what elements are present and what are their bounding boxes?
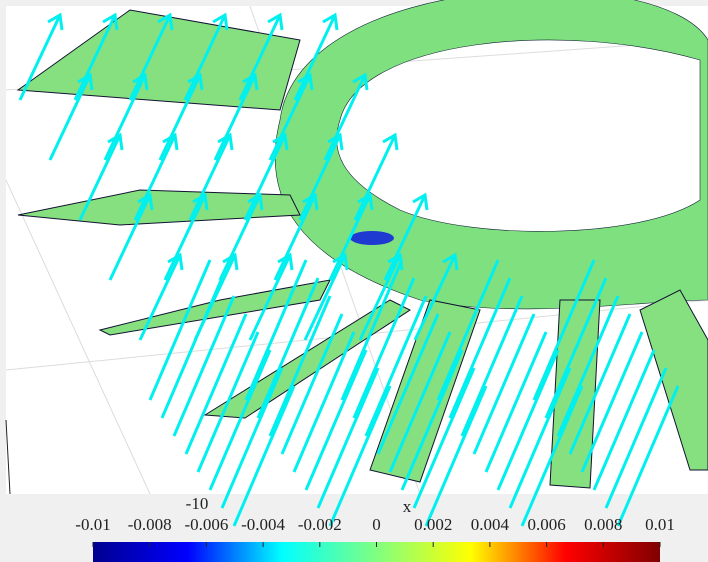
hotspot bbox=[350, 231, 394, 245]
colorbar-tick-label: -0.002 bbox=[298, 515, 342, 534]
colorbar-tick-label: 0 bbox=[372, 515, 381, 534]
colorbar-tick-label: 0.01 bbox=[645, 515, 675, 534]
figure: -10 x -0.01 -0.008 -0.006 -0.004 -0.002 0 0.00… bbox=[0, 0, 708, 562]
annotation: -10 bbox=[186, 494, 209, 513]
colorbar-tick-label: 0.002 bbox=[414, 515, 452, 534]
colorbar-tick-label: -0.01 bbox=[75, 515, 110, 534]
colorbar-tick-label: -0.004 bbox=[241, 515, 285, 534]
colorbar-tick-label: -0.006 bbox=[184, 515, 228, 534]
colorbar-tick-label: -0.008 bbox=[128, 515, 172, 534]
colorbar-tick-label: 0.008 bbox=[584, 515, 622, 534]
colorbar-tick-label: 0.006 bbox=[527, 515, 565, 534]
colorbar-tick-label: 0.004 bbox=[471, 515, 510, 534]
x-axis-label: x bbox=[403, 497, 412, 516]
